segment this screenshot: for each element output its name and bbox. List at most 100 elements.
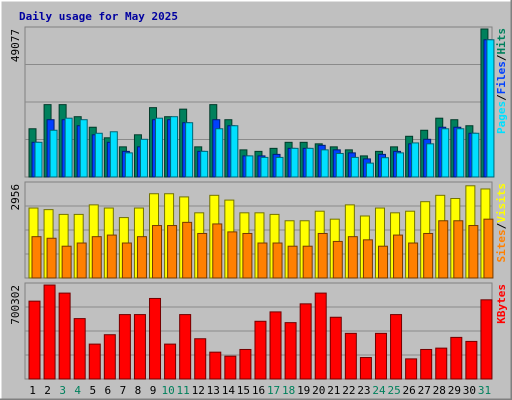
bar-sites-day-11: [182, 221, 193, 279]
bar-pages-day-19: [305, 147, 314, 178]
bar-pages-day-31: [486, 39, 495, 178]
x-tick-label-day-30: 30: [463, 384, 476, 397]
bar-pages-day-11: [185, 122, 194, 178]
bar-pages-day-25: [396, 152, 405, 178]
bar-pages-day-2: [49, 129, 58, 178]
x-tick-label-day-24: 24: [372, 384, 386, 397]
x-tick-label-day-29: 29: [448, 384, 461, 397]
bar-kbytes-day-10: [164, 343, 177, 380]
bar-sites-day-20: [317, 232, 328, 279]
bar-pages-day-30: [471, 132, 480, 178]
bar-kbytes-day-23: [359, 357, 372, 380]
bar-sites-day-17: [272, 242, 283, 279]
x-tick-label-day-18: 18: [282, 384, 295, 397]
x-tick-label-day-15: 15: [237, 384, 250, 397]
x-tick-label-day-3: 3: [59, 384, 66, 397]
bar-pages-day-4: [79, 119, 88, 178]
bar-sites-day-28: [438, 220, 449, 279]
bar-sites-day-31: [483, 218, 494, 279]
x-tick-label-day-26: 26: [403, 384, 416, 397]
bar-kbytes-day-5: [88, 343, 101, 380]
y-axis-max-label: 700302: [9, 285, 22, 325]
bar-kbytes-day-17: [269, 311, 282, 380]
bar-pages-day-7: [124, 152, 133, 178]
legend-hits: Hits: [495, 28, 508, 55]
legend-separator: /: [495, 222, 508, 229]
x-tick-label-day-31: 31: [478, 384, 491, 397]
x-tick-label-day-22: 22: [342, 384, 355, 397]
bar-pages-day-23: [365, 162, 374, 178]
bar-sites-day-16: [257, 242, 268, 279]
bar-pages-day-9: [155, 117, 164, 178]
x-tick-label-day-5: 5: [89, 384, 96, 397]
bar-kbytes-day-8: [133, 314, 146, 380]
bar-sites-day-9: [152, 225, 163, 279]
x-tick-label-day-10: 10: [161, 384, 174, 397]
bar-pages-day-17: [275, 156, 284, 178]
bar-kbytes-day-19: [299, 303, 312, 380]
bar-kbytes-day-15: [239, 348, 252, 380]
legend: Sites/Visits: [495, 183, 508, 263]
bar-sites-day-3: [61, 245, 72, 279]
bar-pages-day-8: [139, 138, 148, 178]
legend: KBytes: [495, 284, 508, 324]
bar-kbytes-day-4: [73, 318, 86, 380]
bar-kbytes-day-22: [344, 332, 357, 380]
bar-sites-day-13: [212, 223, 223, 279]
bar-sites-day-21: [332, 240, 343, 279]
x-tick-label-day-17: 17: [267, 384, 280, 397]
bar-kbytes-day-11: [179, 314, 192, 380]
bar-pages-day-13: [215, 128, 224, 178]
x-tick-label-day-7: 7: [120, 384, 127, 397]
x-tick-label-day-13: 13: [207, 384, 220, 397]
legend-pages: Pages: [495, 101, 508, 134]
bar-kbytes-day-16: [254, 320, 267, 380]
x-tick-label-day-2: 2: [44, 384, 51, 397]
legend-separator: /: [495, 54, 508, 61]
bar-kbytes-day-26: [405, 358, 418, 380]
bar-pages-day-27: [426, 143, 435, 178]
bar-sites-day-23: [362, 239, 373, 279]
bar-kbytes-day-2: [43, 284, 56, 380]
x-tick-label-day-19: 19: [297, 384, 310, 397]
bar-kbytes-day-14: [224, 355, 237, 380]
x-tick-label-day-21: 21: [327, 384, 340, 397]
bar-sites-day-25: [393, 234, 404, 279]
x-tick-label-day-4: 4: [74, 384, 81, 397]
bar-pages-day-21: [335, 152, 344, 178]
x-tick-label-day-28: 28: [433, 384, 446, 397]
bar-kbytes-day-28: [435, 347, 448, 380]
panel-hits-files-pages: 49077 Pages/Files/Hits: [9, 26, 508, 178]
bar-sites-day-2: [46, 237, 57, 279]
x-axis-tick-labels: 1 2 3 4 5 6 7 8 9 10 11 12 13 14 15 16 17 18 19 20 21 22 23 24 2…: [29, 384, 491, 397]
bar-sites-day-4: [76, 242, 87, 279]
bar-sites-day-6: [106, 234, 117, 279]
bar-pages-day-22: [350, 156, 359, 178]
bar-pages-day-16: [260, 156, 269, 178]
bar-kbytes-day-20: [314, 292, 327, 380]
chart-title: Daily usage for May 2025: [19, 10, 178, 23]
bar-pages-day-15: [245, 155, 254, 178]
bar-pages-day-5: [94, 132, 103, 178]
x-tick-label-day-8: 8: [135, 384, 142, 397]
bar-kbytes-day-1: [28, 300, 41, 380]
panel-visits-sites: 2956 Sites/Visits: [9, 181, 508, 279]
x-tick-label-day-6: 6: [105, 384, 112, 397]
bar-kbytes-day-7: [118, 314, 131, 380]
bar-pages-day-6: [109, 131, 118, 178]
legend: Pages/Files/Hits: [495, 28, 508, 134]
legend-separator: /: [495, 94, 508, 101]
bar-pages-day-29: [456, 128, 465, 178]
bar-sites-day-19: [302, 245, 313, 279]
bar-sites-day-15: [242, 232, 253, 279]
bar-pages-day-10: [170, 116, 179, 178]
bar-kbytes-day-31: [480, 299, 493, 380]
x-tick-label-day-1: 1: [29, 384, 36, 397]
bar-sites-day-26: [408, 242, 419, 279]
x-tick-label-day-12: 12: [192, 384, 205, 397]
x-tick-label-day-27: 27: [418, 384, 431, 397]
bar-sites-day-27: [423, 232, 434, 279]
y-axis-max-label: 49077: [9, 29, 22, 62]
x-tick-label-day-14: 14: [222, 384, 236, 397]
bar-pages-day-12: [200, 150, 209, 178]
